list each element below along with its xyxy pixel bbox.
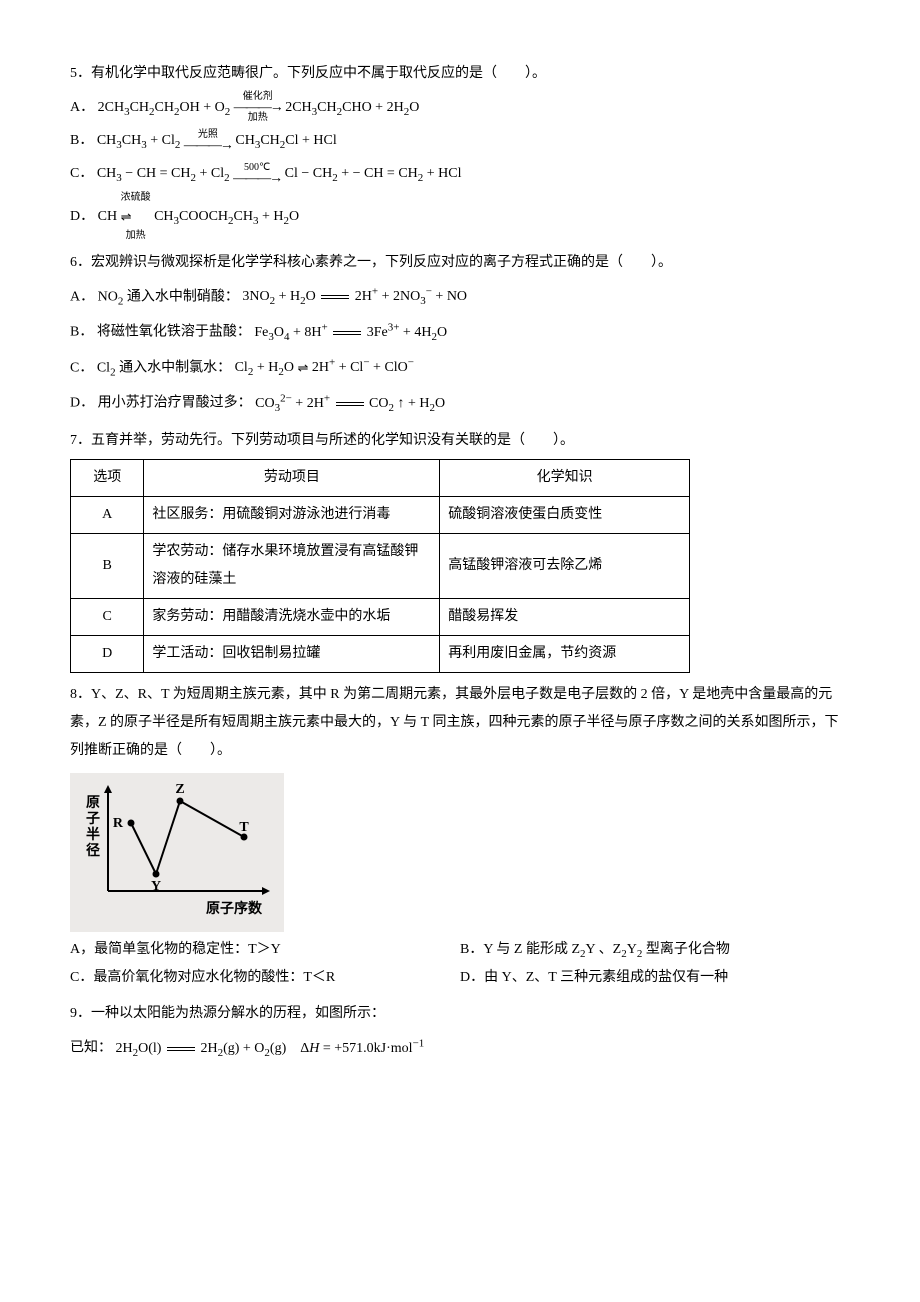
q5-option-a: A． 2CH3CH2CH2OH + O2 催化剂 ———→ 加热 2CH3CH2… [70, 92, 850, 123]
formula: 2CH3CH2CH2OH + O2 催化剂 ———→ 加热 2CH3CH2CHO… [98, 100, 420, 115]
svg-text:T: T [239, 820, 249, 835]
table-cell: 学农劳动：储存水果环境放置浸有高锰酸钾溶液的硅藻土 [144, 533, 440, 598]
question-5: 5．有机化学中取代反应范畴很广。下列反应中不属于取代反应的是（ ）。 A． 2C… [70, 60, 850, 241]
q7-table: 选项 劳动项目 化学知识 A 社区服务：用硫酸铜对游泳池进行消毒 硫酸铜溶液使蛋… [70, 459, 690, 673]
q5-option-b: B． CH3CH3 + Cl2 光照 ———→ CH3CH2Cl + HCl [70, 127, 850, 156]
q8-stem: 8．Y、Z、R、T 为短周期主族元素，其中 R 为第二周期元素，其最外层电子数是… [70, 681, 850, 765]
label: A． [70, 100, 94, 115]
table-header: 劳动项目 [144, 459, 440, 496]
arrow: 500℃ ———→ [233, 163, 281, 184]
equals-line [333, 331, 361, 335]
q8-option-d: D．由 Y、Z、T 三种元素组成的盐仅有一种 [460, 964, 850, 992]
formula: CH3 − CH = CH2 + Cl2 500℃ ———→ Cl − CH2 … [97, 166, 462, 181]
table-row: B 学农劳动：储存水果环境放置浸有高锰酸钾溶液的硅藻土 高锰酸钾溶液可去除乙烯 [71, 533, 690, 598]
svg-text:原: 原 [86, 795, 100, 811]
q9-known: 已知： 2H2O(l) 2H2(g) + O2(g) ΔH = +571.0kJ… [70, 1032, 850, 1063]
table-cell: 醋酸易挥发 [440, 598, 690, 635]
equals-line [167, 1047, 195, 1051]
q6-option-b: B． 将磁性氧化铁溶于盐酸： Fe3O4 + 8H+ 3Fe3+ + 4H2O [70, 316, 850, 347]
svg-text:Z: Z [175, 782, 184, 797]
parts: 3CH2CH2OH + O2 [124, 100, 230, 115]
formula: CH 浓硫酸 ⇌ 加热 CH3COOCH2CH3 + H2O [98, 209, 300, 224]
q8-options-row1: A，最简单氢化物的稳定性：T＞Y B．Y 与 Z 能形成 Z2Y 、Z2Y2 型… [70, 936, 850, 965]
arrow: 催化剂 ———→ 加热 [234, 92, 282, 123]
table-cell: 社区服务：用硫酸铜对游泳池进行消毒 [144, 496, 440, 533]
table-header: 化学知识 [440, 459, 690, 496]
question-9: 9．一种以太阳能为热源分解水的历程，如图所示： 已知： 2H2O(l) 2H2(… [70, 1000, 850, 1063]
table-cell: 再利用废旧金属，节约资源 [440, 635, 690, 672]
reversible-arrow: ⇌ [297, 364, 308, 372]
formula: CH3CH3 + Cl2 光照 ———→ CH3CH2Cl + HCl [97, 133, 337, 148]
arrow: 光照 ———→ [184, 130, 232, 151]
equals-line [321, 295, 349, 299]
q5-stem: 5．有机化学中取代反应范畴很广。下列反应中不属于取代反应的是（ ）。 [70, 60, 850, 88]
q6-stem: 6．宏观辨识与微观探析是化学学科核心素养之一，下列反应对应的离子方程式正确的是（… [70, 249, 850, 277]
table-cell: D [71, 635, 144, 672]
table-row: D 学工活动：回收铝制易拉罐 再利用废旧金属，节约资源 [71, 635, 690, 672]
table-cell: 学工活动：回收铝制易拉罐 [144, 635, 440, 672]
question-8: 8．Y、Z、R、T 为短周期主族元素，其中 R 为第二周期元素，其最外层电子数是… [70, 681, 850, 993]
q8-option-b: B．Y 与 Z 能形成 Z2Y 、Z2Y2 型离子化合物 [460, 936, 850, 965]
label: B． [70, 133, 93, 148]
table-cell: C [71, 598, 144, 635]
table-cell: A [71, 496, 144, 533]
q5-option-c: C． CH3 − CH = CH2 + Cl2 500℃ ———→ Cl − C… [70, 160, 850, 189]
svg-text:子: 子 [86, 811, 100, 827]
table-header: 选项 [71, 459, 144, 496]
q8-chart: 原子半径原子序数 R Y Z T [70, 773, 284, 932]
q6-option-c: C． Cl2 通入水中制氯水： Cl2 + H2O ⇌ 2H+ + Cl− + … [70, 352, 850, 383]
q7-stem: 7．五育并举，劳动先行。下列劳动项目与所述的化学知识没有关联的是（ ）。 [70, 427, 850, 455]
table-row: C 家务劳动：用醋酸清洗烧水壶中的水垢 醋酸易挥发 [71, 598, 690, 635]
label: C． [70, 166, 93, 181]
svg-text:径: 径 [86, 842, 100, 859]
table-cell: 硫酸铜溶液使蛋白质变性 [440, 496, 690, 533]
equals-line [336, 402, 364, 406]
table-cell: B [71, 533, 144, 598]
rhs: 2CH3CH2CHO + 2H2O [285, 100, 419, 115]
atomic-radius-chart: 原子半径原子序数 R Y Z T [76, 779, 276, 919]
reversible-arrow: 浓硫酸 ⇌ 加热 [121, 193, 151, 241]
table-cell: 家务劳动：用醋酸清洗烧水壶中的水垢 [144, 598, 440, 635]
q8-option-a: A，最简单氢化物的稳定性：T＞Y [70, 936, 460, 965]
q8-options-row2: C．最高价氧化物对应水化物的酸性：T＜R D．由 Y、Z、T 三种元素组成的盐仅… [70, 964, 850, 992]
q5-option-d: D． CH 浓硫酸 ⇌ 加热 CH3COOCH2CH3 + H2O [70, 193, 850, 241]
svg-text:R: R [113, 816, 124, 831]
table-row: A 社区服务：用硫酸铜对游泳池进行消毒 硫酸铜溶液使蛋白质变性 [71, 496, 690, 533]
table-cell: 高锰酸钾溶液可去除乙烯 [440, 533, 690, 598]
svg-text:原子序数: 原子序数 [206, 900, 263, 917]
q6-option-d: D． 用小苏打治疗胃酸过多： CO32− + 2H+ CO2 ↑ + H2O [70, 387, 850, 418]
svg-text:半: 半 [86, 826, 100, 843]
question-7: 7．五育并举，劳动先行。下列劳动项目与所述的化学知识没有关联的是（ ）。 选项 … [70, 427, 850, 673]
q9-stem: 9．一种以太阳能为热源分解水的历程，如图所示： [70, 1000, 850, 1028]
table-header-row: 选项 劳动项目 化学知识 [71, 459, 690, 496]
svg-text:Y: Y [151, 879, 161, 894]
question-6: 6．宏观辨识与微观探析是化学学科核心素养之一，下列反应对应的离子方程式正确的是（… [70, 249, 850, 419]
q8-option-c: C．最高价氧化物对应水化物的酸性：T＜R [70, 964, 460, 992]
q6-option-a: A． NO2 通入水中制硝酸： 3NO2 + H2O 2H+ + 2NO3− +… [70, 281, 850, 312]
label: D． [70, 209, 94, 224]
